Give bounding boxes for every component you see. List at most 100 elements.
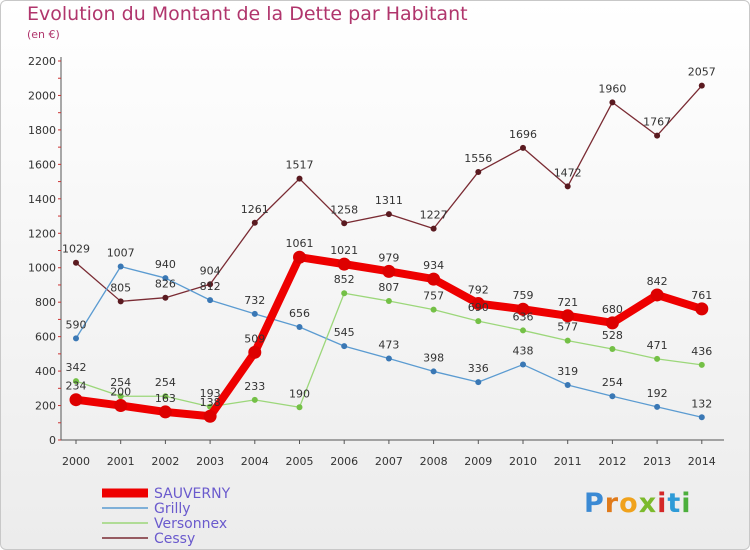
data-label-sauverny: 842	[647, 275, 668, 288]
data-label-grilly: 336	[468, 362, 489, 375]
data-point-cessy	[520, 144, 526, 151]
x-tick-label: 2009	[464, 455, 492, 468]
logo-letter: x	[638, 488, 658, 519]
data-point-versonnex	[698, 361, 705, 368]
data-point-sauverny	[248, 345, 262, 359]
data-point-sauverny	[471, 297, 485, 311]
data-point-cessy	[296, 175, 303, 182]
data-label-cessy: 1960	[598, 82, 626, 95]
data-point-grilly	[162, 275, 169, 282]
data-label-grilly: 1007	[107, 247, 135, 260]
y-tick-label: 1800	[28, 124, 56, 137]
data-label-sauverny: 680	[602, 303, 623, 316]
data-point-versonnex	[162, 393, 169, 400]
data-point-grilly	[430, 368, 437, 375]
data-label-grilly: 545	[334, 326, 355, 339]
x-tick-label: 2006	[330, 455, 358, 468]
data-label-grilly: 192	[647, 387, 668, 400]
x-tick-label: 2014	[688, 455, 716, 468]
x-tick-label: 2000	[62, 455, 90, 468]
legend-label-cessy: Cessy	[154, 531, 195, 547]
logo-letter: i	[681, 488, 692, 519]
data-point-sauverny	[516, 302, 530, 316]
data-label-grilly: 732	[244, 294, 265, 307]
data-point-sauverny	[337, 257, 351, 271]
x-tick-label: 2013	[643, 455, 671, 468]
data-label-grilly: 438	[513, 345, 534, 358]
y-tick-label: 800	[35, 296, 56, 309]
data-label-cessy: 1767	[643, 116, 671, 129]
data-point-grilly	[698, 414, 705, 421]
x-tick-label: 2003	[196, 455, 224, 468]
data-point-cessy	[117, 298, 124, 305]
data-point-grilly	[296, 323, 303, 330]
data-point-cessy	[341, 220, 348, 227]
data-label-cessy: 1517	[286, 159, 314, 172]
data-point-versonnex	[564, 337, 571, 344]
data-labels: 1029 805 826 904 1261 1517 1258 1311 1227 1556 169…	[62, 66, 716, 411]
logo-letter: P	[584, 488, 605, 519]
x-tick-label: 2007	[375, 455, 403, 468]
data-label-sauverny: 721	[557, 296, 578, 309]
y-tick-label: 1200	[28, 227, 56, 240]
data-label-cessy: 1227	[420, 209, 448, 222]
data-label-versonnex: 852	[334, 273, 355, 286]
data-label-cessy: 805	[110, 281, 131, 294]
data-label-sauverny: 979	[378, 251, 399, 264]
data-point-cessy	[207, 281, 214, 288]
data-point-grilly	[609, 393, 616, 400]
data-point-versonnex	[520, 327, 526, 334]
data-label-versonnex: 436	[691, 345, 712, 358]
data-label-grilly: 473	[378, 339, 399, 352]
logo-letter: r	[604, 488, 620, 519]
x-tick-label: 2002	[151, 455, 179, 468]
data-point-sauverny	[158, 405, 172, 419]
x-tick-label: 2004	[241, 455, 269, 468]
data-label-cessy: 904	[200, 264, 221, 277]
chart-subtitle: (en €)	[27, 28, 60, 41]
data-point-versonnex	[341, 290, 348, 297]
legend-label-versonnex: Versonnex	[154, 516, 227, 532]
data-point-sauverny	[427, 272, 441, 286]
data-label-grilly: 398	[423, 351, 444, 364]
data-label-cessy: 1258	[330, 203, 358, 216]
data-label-versonnex: 254	[110, 376, 131, 389]
x-tick-label: 2012	[598, 455, 626, 468]
data-point-sauverny	[650, 288, 664, 302]
y-tick-label: 600	[35, 331, 56, 344]
data-label-versonnex: 233	[244, 380, 265, 393]
data-point-sauverny	[695, 302, 709, 316]
data-label-versonnex: 577	[557, 321, 578, 334]
data-point-grilly	[475, 379, 482, 386]
logo-letter: o	[619, 488, 639, 519]
data-point-sauverny	[561, 309, 575, 323]
data-label-sauverny: 200	[110, 386, 131, 399]
data-label-versonnex: 807	[378, 281, 399, 294]
data-point-sauverny	[382, 264, 396, 278]
data-label-versonnex: 471	[647, 339, 668, 352]
y-tick-label: 2200	[28, 55, 56, 68]
data-point-grilly	[117, 263, 124, 270]
data-label-grilly: 319	[557, 365, 578, 378]
data-point-cessy	[698, 82, 705, 89]
y-tick-label: 1000	[28, 262, 56, 275]
data-point-sauverny	[293, 250, 306, 264]
data-label-grilly: 254	[602, 376, 623, 389]
data-label-cessy: 1556	[464, 152, 492, 165]
data-label-sauverny: 1021	[330, 244, 358, 257]
logo-letter: i	[657, 488, 668, 519]
x-tick-label: 2001	[107, 455, 135, 468]
data-label-cessy: 1261	[241, 203, 269, 216]
chart-title: Evolution du Montant de la Dette par Hab…	[27, 3, 468, 25]
data-point-grilly	[207, 297, 214, 304]
data-label-versonnex: 190	[289, 387, 310, 400]
data-label-grilly: 656	[289, 307, 310, 320]
data-point-versonnex	[296, 404, 303, 411]
data-label-grilly: 812	[200, 280, 221, 293]
data-point-versonnex	[475, 318, 482, 325]
data-label-sauverny: 934	[423, 259, 444, 272]
data-point-grilly	[564, 382, 571, 389]
x-tick-label: 2008	[420, 455, 448, 468]
